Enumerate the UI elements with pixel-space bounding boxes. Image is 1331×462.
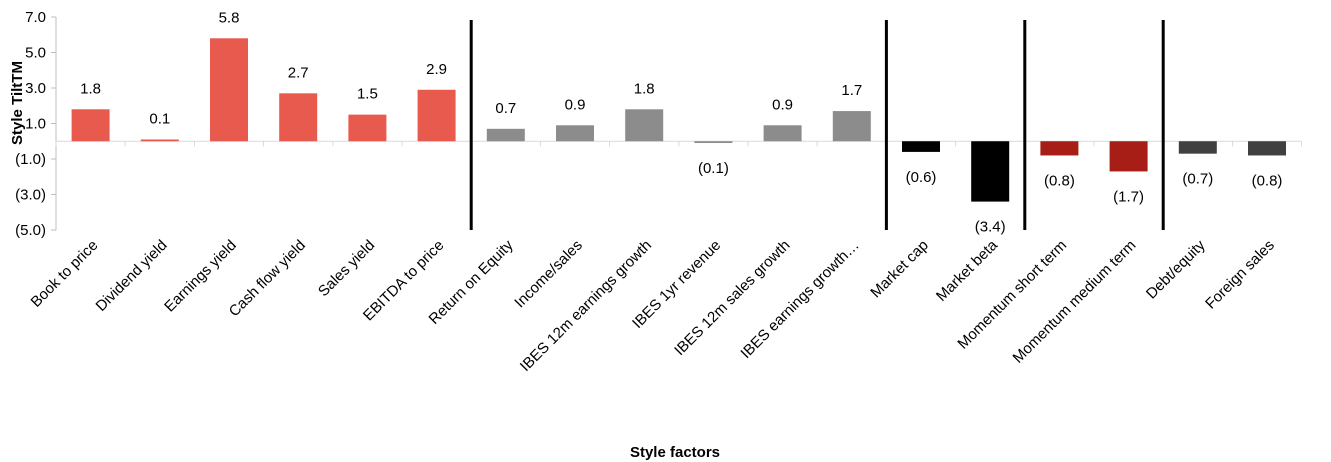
bar: [625, 109, 664, 142]
category-label: Earnings yield: [161, 237, 240, 316]
bar: [1109, 141, 1148, 172]
bar: [902, 141, 940, 152]
bar: [1178, 141, 1217, 154]
category-label: Market cap: [867, 237, 931, 301]
data-label: 1.8: [80, 80, 101, 97]
data-label: (0.1): [698, 160, 729, 177]
value-labels: 1.8 0.1 5.8 2.7 1.5 2.9 0.7 0.9 1.8 (0.1) 0.9 1.7 (0…: [80, 9, 1282, 235]
category-label: Momentum medium term: [1010, 237, 1140, 367]
bar: [694, 141, 733, 144]
data-label: 1.7: [841, 82, 862, 99]
y-axis: 7.0 5.0 3.0 1.0 (1.0) (3.0) (5.0): [15, 9, 1303, 239]
bar: [140, 139, 179, 142]
bar: [1248, 141, 1286, 156]
data-label: (0.8): [1252, 172, 1283, 189]
data-label: 1.5: [357, 86, 378, 103]
bar: [279, 93, 318, 142]
data-label: (1.7): [1113, 188, 1144, 205]
data-label: (0.8): [1044, 172, 1075, 189]
bar: [763, 125, 802, 142]
bar: [348, 114, 387, 142]
data-label: (0.6): [906, 169, 937, 186]
x-axis-title: Style factors: [630, 444, 720, 461]
y-tick-label: 5.0: [25, 45, 46, 62]
category-label: IBES 12m earnings growth: [517, 237, 655, 375]
bar: [971, 141, 1010, 202]
category-label: Market beta: [933, 236, 1001, 304]
bar: [1040, 141, 1079, 156]
bar: [832, 111, 871, 142]
bar: [71, 109, 110, 142]
y-tick-label: (5.0): [15, 222, 46, 239]
category-label: IBES earnings growth…: [737, 237, 862, 362]
y-tick-label: (1.0): [15, 151, 46, 168]
data-label: 2.7: [288, 64, 309, 81]
data-label: 2.9: [426, 61, 447, 78]
y-tick-label: 1.0: [25, 116, 46, 133]
y-tick-label: 3.0: [25, 80, 46, 97]
data-label: (3.4): [975, 219, 1006, 236]
data-label: (0.7): [1182, 171, 1213, 188]
data-label: 5.8: [219, 9, 240, 26]
category-label: Sales yield: [315, 237, 378, 300]
y-axis-title: Style TiltTM: [9, 61, 26, 145]
data-label: 0.1: [149, 110, 170, 127]
bar: [417, 89, 456, 142]
data-label: 1.8: [634, 80, 655, 97]
group-separators: [469, 20, 1165, 230]
y-tick-label: 7.0: [25, 9, 46, 26]
category-label: Book to price: [28, 237, 102, 311]
bar: [210, 38, 248, 142]
category-label: Dividend yield: [93, 237, 171, 315]
y-tick-label: (3.0): [15, 187, 46, 204]
data-label: 0.7: [495, 100, 516, 117]
bar: [556, 125, 594, 142]
category-label: Foreign sales: [1202, 237, 1278, 313]
category-label: Income/sales: [511, 237, 586, 312]
data-label: 0.9: [565, 96, 586, 113]
bars: [71, 38, 1286, 202]
data-label: 0.9: [772, 96, 793, 113]
category-label: IBES 12m sales growth: [671, 237, 793, 359]
bar: [486, 128, 525, 142]
category-label: Debt/equity: [1143, 236, 1209, 302]
